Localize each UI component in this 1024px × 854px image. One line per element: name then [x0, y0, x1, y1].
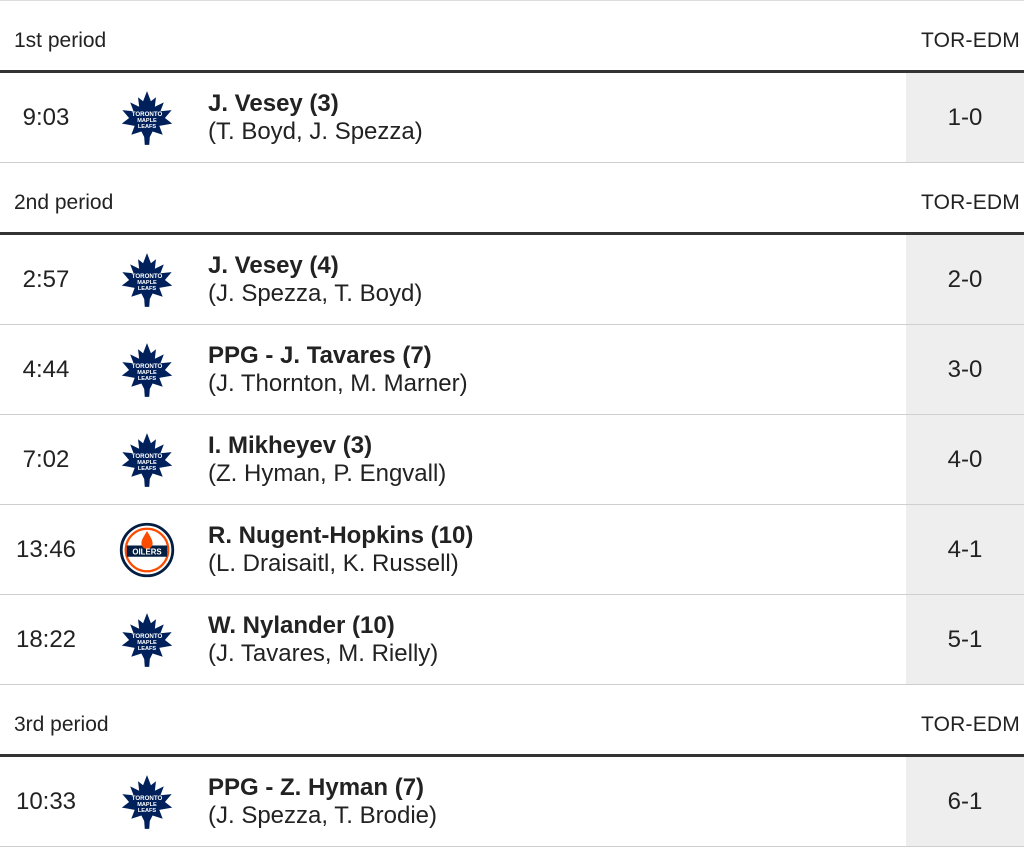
maple-leafs-logo-icon	[119, 252, 175, 308]
goal-assists: (Z. Hyman, P. Engvall)	[208, 459, 447, 487]
goal-detail: W. Nylander (10) (J. Tavares, M. Rielly)	[202, 595, 906, 684]
period-section-3: 3rd period TOR-EDM 10:33 PPG - Z. Hyman …	[0, 685, 1024, 847]
goal-time: 2:57	[22, 265, 70, 293]
goal-assists: (J. Spezza, T. Brodie)	[208, 801, 437, 829]
goal-row: 9:03 J. Vesey (3) (T. Boyd, J. Spezza) 1…	[0, 73, 1024, 163]
goal-scorer: W. Nylander (10)	[208, 611, 395, 639]
top-divider	[0, 0, 1024, 1]
maple-leafs-logo-icon	[119, 612, 175, 668]
goal-row: 2:57 J. Vesey (4) (J. Spezza, T. Boyd) 2…	[0, 235, 1024, 325]
goal-detail: PPG - J. Tavares (7) (J. Thornton, M. Ma…	[202, 325, 906, 414]
period-header: 3rd period TOR-EDM	[0, 685, 1024, 757]
goal-assists: (J. Tavares, M. Rielly)	[208, 639, 439, 667]
score-column-header: TOR-EDM	[920, 28, 1020, 52]
period-label: 2nd period	[14, 190, 114, 214]
maple-leafs-logo-icon	[119, 432, 175, 488]
goal-row: 18:22 W. Nylander (10) (J. Tavares, M. R…	[0, 595, 1024, 685]
period-header: 1st period TOR-EDM	[0, 1, 1024, 73]
team-logo	[92, 757, 202, 846]
goal-time: 10:33	[15, 787, 77, 815]
maple-leafs-logo-icon	[119, 90, 175, 146]
maple-leafs-logo-icon	[119, 342, 175, 398]
score-column-header: TOR-EDM	[920, 190, 1020, 214]
goal-detail: J. Vesey (4) (J. Spezza, T. Boyd)	[202, 235, 906, 324]
goal-assists: (L. Draisaitl, K. Russell)	[208, 549, 459, 577]
team-logo	[92, 73, 202, 162]
goal-time: 18:22	[15, 625, 77, 653]
goal-row: 10:33 PPG - Z. Hyman (7) (J. Spezza, T. …	[0, 757, 1024, 847]
period-header: 2nd period TOR-EDM	[0, 163, 1024, 235]
team-logo	[92, 325, 202, 414]
running-score: 2-0	[906, 235, 1024, 324]
running-score: 1-0	[906, 73, 1024, 162]
team-logo	[92, 415, 202, 504]
goal-detail: PPG - Z. Hyman (7) (J. Spezza, T. Brodie…	[202, 757, 906, 846]
running-score: 6-1	[906, 757, 1024, 846]
goal-scorer: PPG - Z. Hyman (7)	[208, 773, 425, 801]
goal-detail: I. Mikheyev (3) (Z. Hyman, P. Engvall)	[202, 415, 906, 504]
goal-scorer: PPG - J. Tavares (7)	[208, 341, 432, 369]
goal-time: 4:44	[22, 355, 70, 383]
goal-detail: R. Nugent-Hopkins (10) (L. Draisaitl, K.…	[202, 505, 906, 594]
running-score: 3-0	[906, 325, 1024, 414]
team-logo	[92, 235, 202, 324]
goal-time: 13:46	[15, 535, 77, 563]
running-score: 5-1	[906, 595, 1024, 684]
goal-assists: (J. Thornton, M. Marner)	[208, 369, 468, 397]
goal-time: 7:02	[22, 445, 70, 473]
team-logo	[92, 505, 202, 594]
goal-row: 7:02 I. Mikheyev (3) (Z. Hyman, P. Engva…	[0, 415, 1024, 505]
score-column-header: TOR-EDM	[920, 712, 1020, 736]
goal-assists: (T. Boyd, J. Spezza)	[208, 117, 423, 145]
team-logo	[92, 595, 202, 684]
maple-leafs-logo-icon	[119, 774, 175, 830]
goal-scorer: I. Mikheyev (3)	[208, 431, 373, 459]
goal-row: 13:46 R. Nugent-Hopkins (10) (L. Draisai…	[0, 505, 1024, 595]
goal-assists: (J. Spezza, T. Boyd)	[208, 279, 423, 307]
goal-time: 9:03	[22, 103, 70, 131]
goal-detail: J. Vesey (3) (T. Boyd, J. Spezza)	[202, 73, 906, 162]
period-section-1: 1st period TOR-EDM 9:03 J. Vesey (3) (T.…	[0, 1, 1024, 163]
running-score: 4-0	[906, 415, 1024, 504]
period-label: 3rd period	[14, 712, 109, 736]
period-section-2: 2nd period TOR-EDM 2:57 J. Vesey (4) (J.…	[0, 163, 1024, 685]
goal-scorer: J. Vesey (4)	[208, 251, 339, 279]
goal-scorer: R. Nugent-Hopkins (10)	[208, 521, 474, 549]
running-score: 4-1	[906, 505, 1024, 594]
period-label: 1st period	[14, 28, 107, 52]
goal-row: 4:44 PPG - J. Tavares (7) (J. Thornton, …	[0, 325, 1024, 415]
oilers-logo-icon	[119, 522, 175, 578]
goal-scorer: J. Vesey (3)	[208, 89, 339, 117]
